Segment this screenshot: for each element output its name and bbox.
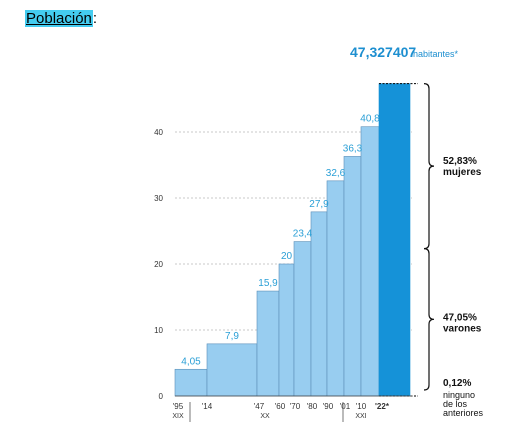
women-label: mujeres — [443, 167, 482, 178]
x-tick-label: '70 — [290, 402, 301, 411]
data-label: 32,6 — [326, 168, 346, 179]
heading-colon: : — [92, 10, 98, 27]
bar — [278, 263, 295, 397]
data-label: 15,9 — [258, 278, 278, 289]
era-label: XX — [260, 413, 270, 420]
brace-women — [423, 83, 435, 250]
data-label: 40,8 — [360, 114, 380, 125]
era-label: XXI — [355, 413, 366, 420]
bar — [360, 126, 380, 397]
bar — [378, 83, 411, 397]
x-tick-label: '10 — [356, 402, 367, 411]
bar — [174, 368, 208, 397]
x-tick-label: '90 — [323, 402, 334, 411]
bars — [174, 83, 418, 397]
bar — [310, 211, 328, 397]
y-tick-label: 20 — [154, 260, 163, 269]
women-pct: 52,83% — [443, 156, 477, 167]
data-label: 20 — [281, 251, 293, 262]
y-tick-label: 10 — [154, 326, 163, 335]
y-tick-label: 40 — [154, 128, 163, 137]
bar — [293, 241, 312, 397]
data-label: 23,4 — [293, 229, 313, 240]
data-label: 27,9 — [309, 199, 329, 210]
x-tick-label: '80 — [307, 402, 318, 411]
page-heading: Población: — [25, 10, 97, 27]
bar — [256, 290, 280, 397]
y-axis: 0 10 20 30 40 — [154, 128, 163, 401]
bar — [343, 156, 362, 397]
x-tick-label: '60 — [275, 402, 286, 411]
data-label: 36,3 — [343, 143, 363, 154]
brace-men — [423, 248, 435, 391]
x-tick-label: '95 — [173, 402, 184, 411]
y-tick-label: 0 — [159, 392, 164, 401]
y-tick-label: 30 — [154, 194, 163, 203]
x-axis: '95 '14 '47 '60 '70 '80 '90 '01 '10 '22* XIX XX XXI — [172, 402, 390, 422]
x-tick-label: '22* — [375, 402, 390, 411]
x-tick-label: '47 — [254, 402, 265, 411]
other-label: ninguno de los anteriores — [443, 390, 484, 418]
x-tick-label: '01 — [340, 402, 351, 411]
total-value: 47,327407 — [350, 44, 416, 60]
heading-link[interactable]: Población — [25, 10, 93, 27]
bar — [326, 180, 345, 397]
era-label: XIX — [172, 413, 184, 420]
men-label: varones — [443, 323, 482, 334]
breakdown-annotation: 52,83%mujeres 47,05%varones 0,12%ninguno de… — [423, 83, 484, 418]
other-pct: 0,12% — [443, 378, 471, 389]
total-unit: habitantes* — [413, 49, 459, 59]
bar — [206, 343, 258, 397]
data-label: 7,9 — [225, 331, 239, 342]
men-pct: 47,05% — [443, 312, 477, 323]
data-label: 4,05 — [181, 356, 201, 367]
x-tick-label: '14 — [202, 402, 213, 411]
